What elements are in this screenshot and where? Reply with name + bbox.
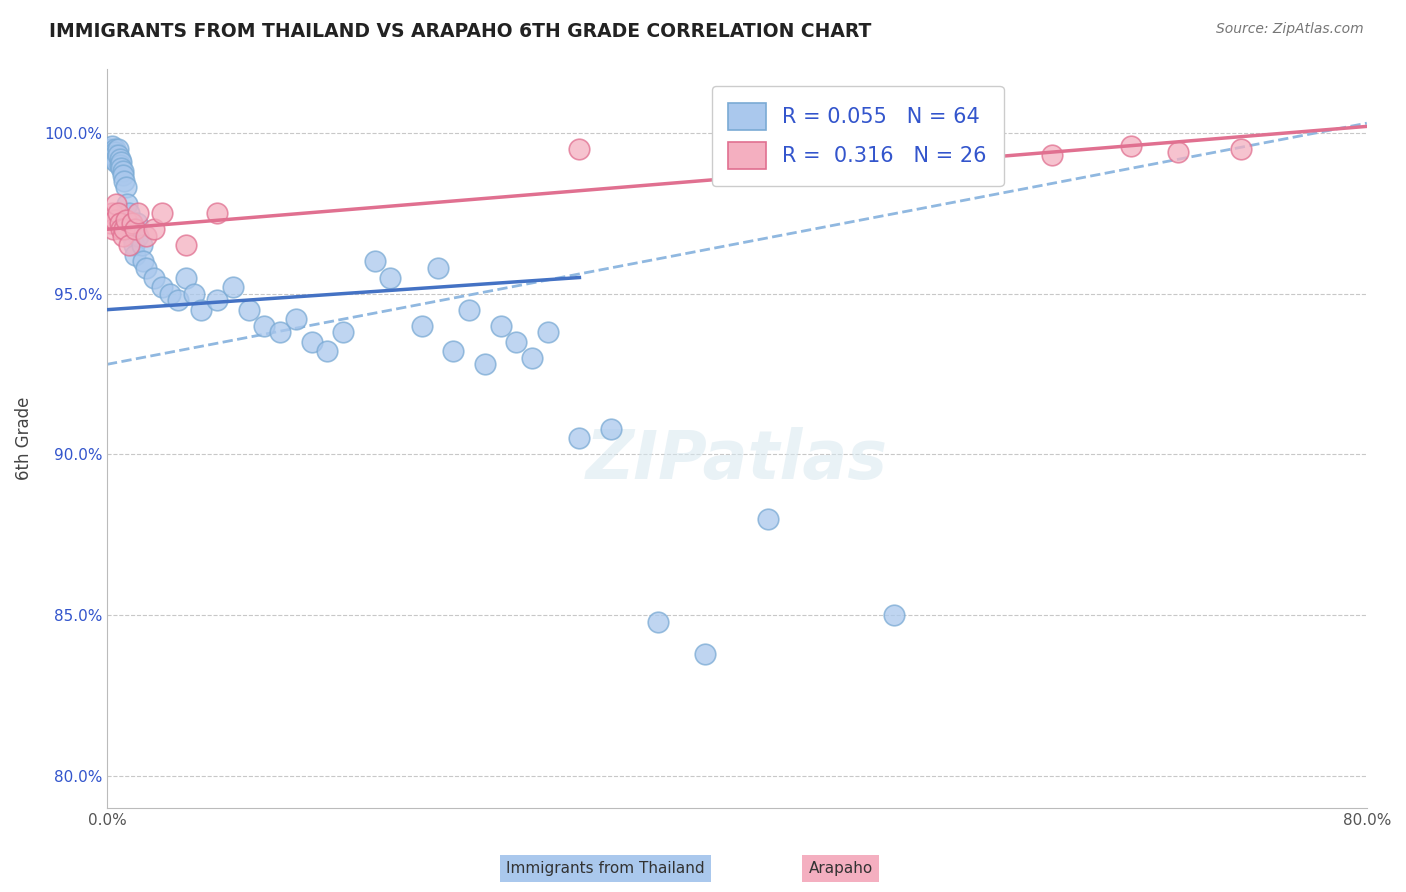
Point xyxy=(117,196,139,211)
Point xyxy=(183,286,205,301)
Point xyxy=(110,222,132,236)
Point xyxy=(118,206,141,220)
Point xyxy=(159,286,181,301)
Point xyxy=(104,142,127,156)
Point xyxy=(269,325,291,339)
Point xyxy=(118,238,141,252)
Point xyxy=(143,222,166,236)
Point xyxy=(238,302,260,317)
Point xyxy=(695,647,717,661)
Point xyxy=(104,148,127,162)
Point xyxy=(124,248,146,262)
Point xyxy=(301,334,323,349)
Point xyxy=(363,254,385,268)
Point xyxy=(112,174,135,188)
Point xyxy=(103,222,125,236)
Point xyxy=(253,318,276,333)
Point xyxy=(1040,148,1063,162)
Point xyxy=(104,212,127,227)
Point xyxy=(166,293,188,307)
Point xyxy=(520,351,543,365)
Point xyxy=(108,216,131,230)
Point xyxy=(105,154,128,169)
Point xyxy=(124,222,146,236)
Point xyxy=(107,206,129,220)
Legend: R = 0.055   N = 64, R =  0.316   N = 26: R = 0.055 N = 64, R = 0.316 N = 26 xyxy=(711,87,1004,186)
Point xyxy=(411,318,433,333)
Point xyxy=(190,302,212,317)
Point xyxy=(647,615,669,629)
Point xyxy=(103,152,125,166)
Point xyxy=(107,148,129,162)
Point xyxy=(131,238,153,252)
Y-axis label: 6th Grade: 6th Grade xyxy=(15,397,32,480)
Point xyxy=(205,293,228,307)
Point xyxy=(962,142,984,156)
Point xyxy=(568,142,591,156)
Point xyxy=(316,344,339,359)
Point xyxy=(111,228,134,243)
Point xyxy=(537,325,560,339)
Point xyxy=(458,302,481,317)
Point xyxy=(121,216,143,230)
Point xyxy=(122,238,145,252)
Point xyxy=(105,196,128,211)
Point xyxy=(110,154,132,169)
Point xyxy=(135,228,157,243)
Point xyxy=(883,608,905,623)
Text: ZIPatlas: ZIPatlas xyxy=(586,427,889,493)
Text: Arapaho: Arapaho xyxy=(808,861,873,876)
Point xyxy=(284,312,307,326)
Point xyxy=(332,325,354,339)
Point xyxy=(380,270,402,285)
Text: Immigrants from Thailand: Immigrants from Thailand xyxy=(506,861,704,876)
Point xyxy=(426,260,449,275)
Point xyxy=(98,216,121,230)
Point xyxy=(100,138,122,153)
Point xyxy=(112,222,135,236)
Point xyxy=(108,158,131,172)
Point xyxy=(127,206,149,220)
Text: IMMIGRANTS FROM THAILAND VS ARAPAHO 6TH GRADE CORRELATION CHART: IMMIGRANTS FROM THAILAND VS ARAPAHO 6TH … xyxy=(49,22,872,41)
Point xyxy=(100,206,122,220)
Point xyxy=(100,145,122,160)
Text: Source: ZipAtlas.com: Source: ZipAtlas.com xyxy=(1216,22,1364,37)
Point xyxy=(1167,145,1189,160)
Point xyxy=(132,254,155,268)
Point xyxy=(105,152,128,166)
Point xyxy=(568,431,591,445)
Point xyxy=(441,344,464,359)
Point xyxy=(107,142,129,156)
Point xyxy=(104,145,127,160)
Point xyxy=(174,270,197,285)
Point xyxy=(143,270,166,285)
Point xyxy=(505,334,527,349)
Point xyxy=(103,148,125,162)
Point xyxy=(115,180,138,194)
Point xyxy=(1119,138,1142,153)
Point xyxy=(150,206,173,220)
Point xyxy=(758,511,780,525)
Point xyxy=(108,152,131,166)
Point xyxy=(174,238,197,252)
Point xyxy=(121,228,143,243)
Point xyxy=(150,280,173,294)
Point xyxy=(111,168,134,182)
Point xyxy=(474,357,496,371)
Point xyxy=(120,222,142,236)
Point xyxy=(115,212,138,227)
Point xyxy=(489,318,512,333)
Point xyxy=(111,164,134,178)
Point xyxy=(98,142,121,156)
Point xyxy=(127,228,149,243)
Point xyxy=(205,206,228,220)
Point xyxy=(110,161,132,176)
Point xyxy=(1230,142,1253,156)
Point xyxy=(135,260,157,275)
Point xyxy=(222,280,245,294)
Point xyxy=(600,422,623,436)
Point xyxy=(125,216,148,230)
